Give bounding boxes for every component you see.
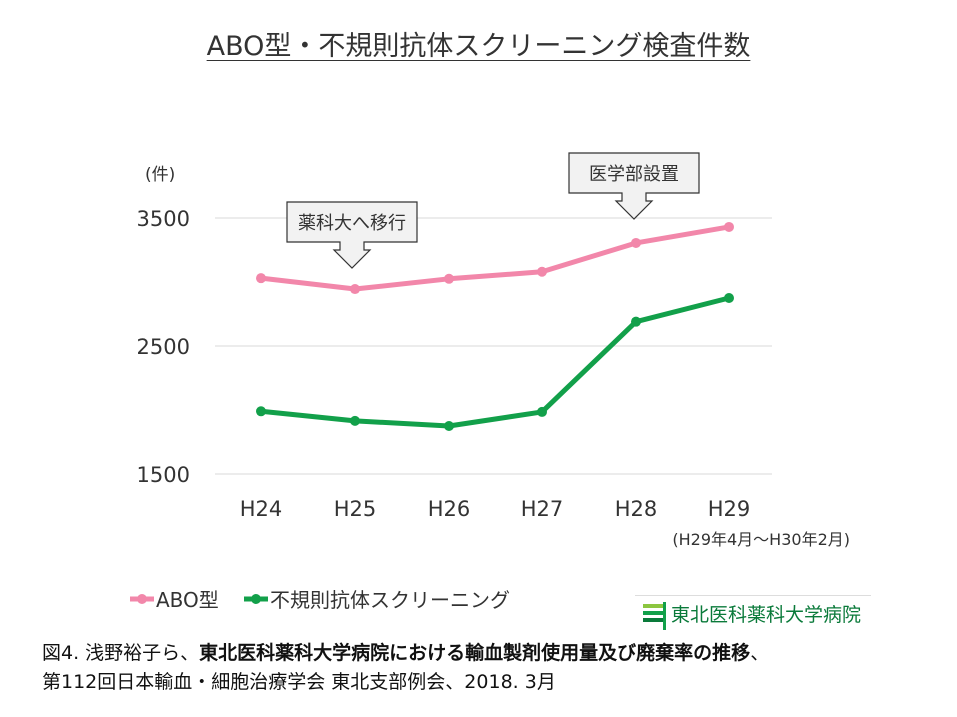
x-tick-label: H24 — [240, 497, 283, 521]
x-tick-label: H29 — [708, 497, 751, 521]
y-tick-label: 2500 — [137, 335, 190, 359]
legend-marker-screening — [244, 593, 268, 604]
annotation-medical-label: 医学部設置 — [589, 164, 679, 185]
caption-line-1: 図4. 浅野裕子ら、東北医科薬科大学病院における輸血製剤使用量及び廃棄率の推移、 — [42, 638, 769, 665]
data-point — [537, 406, 547, 417]
data-point — [256, 406, 266, 417]
x-tick-label: H26 — [428, 497, 471, 521]
data-point — [537, 266, 547, 277]
legend-item-screening: 不規則抗体スクリーニング — [242, 584, 510, 613]
caption-prefix: 図4. 浅野裕子ら、 — [42, 642, 200, 664]
series-line-0 — [260, 224, 730, 292]
chart-title-text: ABO型・不規則抗体スクリーニング検査件数 — [206, 31, 751, 62]
legend-marker-abo — [130, 593, 154, 604]
logo-mark-icon — [643, 602, 666, 630]
x-tick-label: H28 — [615, 497, 658, 521]
data-point — [631, 316, 641, 327]
caption-bold-title: 東北医科薬科大学病院における輸血製剤使用量及び廃棄率の推移 — [199, 642, 751, 664]
annotation-pharmacy-label: 薬科大へ移行 — [298, 213, 406, 234]
data-point — [724, 221, 734, 232]
data-point — [444, 421, 454, 431]
annotation-medical-callout — [568, 152, 700, 220]
hospital-logo: 東北医科薬科大学病院 — [635, 595, 871, 636]
data-point — [724, 293, 734, 303]
legend-label-screening: 不規則抗体スクリーニング — [270, 588, 510, 612]
data-point — [444, 273, 454, 284]
y-tick-label: 1500 — [137, 463, 190, 487]
data-point — [631, 237, 641, 248]
logo-text: 東北医科薬科大学病院 — [671, 604, 862, 626]
chart-title: ABO型・不規則抗体スクリーニング検査件数 — [0, 24, 957, 63]
data-point — [350, 415, 360, 426]
series-line-1 — [260, 295, 730, 429]
annotation-pharmacy-callout — [286, 201, 418, 269]
x-tick-label: H25 — [334, 497, 377, 521]
x-axis-note: (H29年4月～H30年2月) — [672, 530, 850, 549]
legend-label-abo: ABO型 — [156, 588, 219, 612]
caption-line-2: 第112回日本輸血・細胞治療学会 東北支部例会、2018. 3月 — [42, 671, 556, 693]
x-tick-label: H27 — [521, 497, 564, 521]
y-tick-label: 3500 — [137, 207, 190, 231]
legend-item-abo: ABO型 — [128, 584, 219, 613]
y-axis-unit: (件) — [145, 165, 175, 185]
data-point — [350, 284, 360, 295]
caption-suffix: 、 — [750, 642, 770, 664]
data-point — [256, 273, 266, 284]
